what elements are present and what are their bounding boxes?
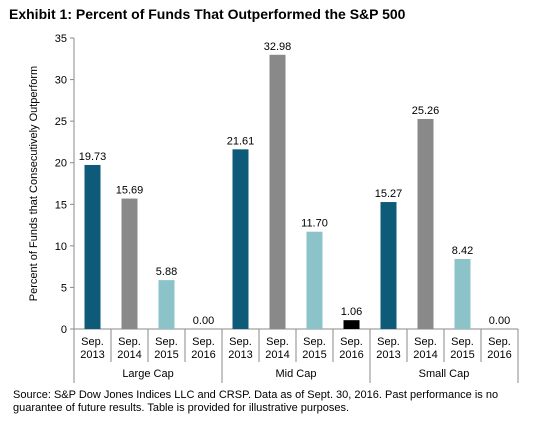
x-tick-label: 2013 bbox=[228, 349, 252, 361]
bar bbox=[454, 258, 471, 329]
y-tick-label: 30 bbox=[55, 75, 67, 87]
bar bbox=[158, 280, 175, 329]
x-tick-label: 2013 bbox=[376, 349, 400, 361]
chart-title: Exhibit 1: Percent of Funds That Outperf… bbox=[9, 6, 406, 22]
x-tick-label: Sep. bbox=[303, 336, 326, 348]
bar bbox=[306, 231, 323, 329]
x-tick-label: Sep. bbox=[81, 336, 104, 348]
data-label: 15.69 bbox=[116, 185, 144, 197]
x-tick-label: Sep. bbox=[340, 336, 363, 348]
x-tick-label: 2015 bbox=[302, 349, 326, 361]
data-label: 8.42 bbox=[452, 245, 473, 257]
bar bbox=[269, 54, 286, 329]
x-tick-label: Sep. bbox=[414, 336, 437, 348]
data-label: 11.70 bbox=[301, 218, 328, 230]
x-tick-label: 2016 bbox=[339, 349, 363, 361]
x-tick-label: 2015 bbox=[154, 349, 178, 361]
data-label: 1.06 bbox=[341, 306, 362, 318]
x-tick-label: Sep. bbox=[229, 336, 252, 348]
x-tick-label: Sep. bbox=[266, 336, 289, 348]
x-tick-label: Sep. bbox=[377, 336, 400, 348]
x-tick-label: 2016 bbox=[191, 349, 215, 361]
bar bbox=[84, 164, 101, 329]
x-tick-label: 2014 bbox=[117, 349, 141, 361]
x-group-label: Small Cap bbox=[419, 368, 470, 380]
data-label: 25.26 bbox=[412, 105, 440, 117]
data-label: 21.61 bbox=[227, 135, 255, 147]
bar bbox=[232, 149, 249, 329]
data-label: 32.98 bbox=[264, 41, 292, 53]
x-tick-label: 2015 bbox=[450, 349, 474, 361]
bar bbox=[121, 198, 138, 329]
y-tick-label: 10 bbox=[55, 241, 67, 253]
data-label: 19.73 bbox=[79, 151, 107, 163]
y-axis-label: Percent of Funds that Consecutively Outp… bbox=[28, 66, 40, 301]
y-tick-label: 25 bbox=[55, 116, 67, 128]
bar bbox=[343, 320, 360, 329]
y-tick-label: 15 bbox=[55, 199, 67, 211]
x-tick-label: 2014 bbox=[265, 349, 289, 361]
x-tick-label: 2014 bbox=[413, 349, 437, 361]
y-tick-label: 20 bbox=[55, 158, 67, 170]
x-tick-label: Sep. bbox=[192, 336, 215, 348]
y-tick-label: 5 bbox=[61, 282, 67, 294]
x-tick-label: Sep. bbox=[488, 336, 511, 348]
y-tick-label: 35 bbox=[55, 33, 67, 45]
data-label: 5.88 bbox=[156, 266, 177, 278]
x-group-label: Large Cap bbox=[122, 368, 173, 380]
x-tick-label: Sep. bbox=[118, 336, 141, 348]
bar bbox=[380, 202, 397, 329]
x-tick-label: Sep. bbox=[155, 336, 178, 348]
x-tick-label: Sep. bbox=[451, 336, 474, 348]
source-footnote: Source: S&P Dow Jones Indices LLC and CR… bbox=[13, 389, 499, 414]
x-group-label: Mid Cap bbox=[276, 368, 317, 380]
data-label: 0.00 bbox=[489, 315, 510, 327]
y-tick-label: 0 bbox=[61, 324, 67, 336]
data-label: 0.00 bbox=[193, 315, 214, 327]
data-label: 15.27 bbox=[375, 188, 403, 200]
x-tick-label: 2013 bbox=[80, 349, 104, 361]
bar bbox=[417, 118, 434, 329]
x-tick-label: 2016 bbox=[487, 349, 511, 361]
